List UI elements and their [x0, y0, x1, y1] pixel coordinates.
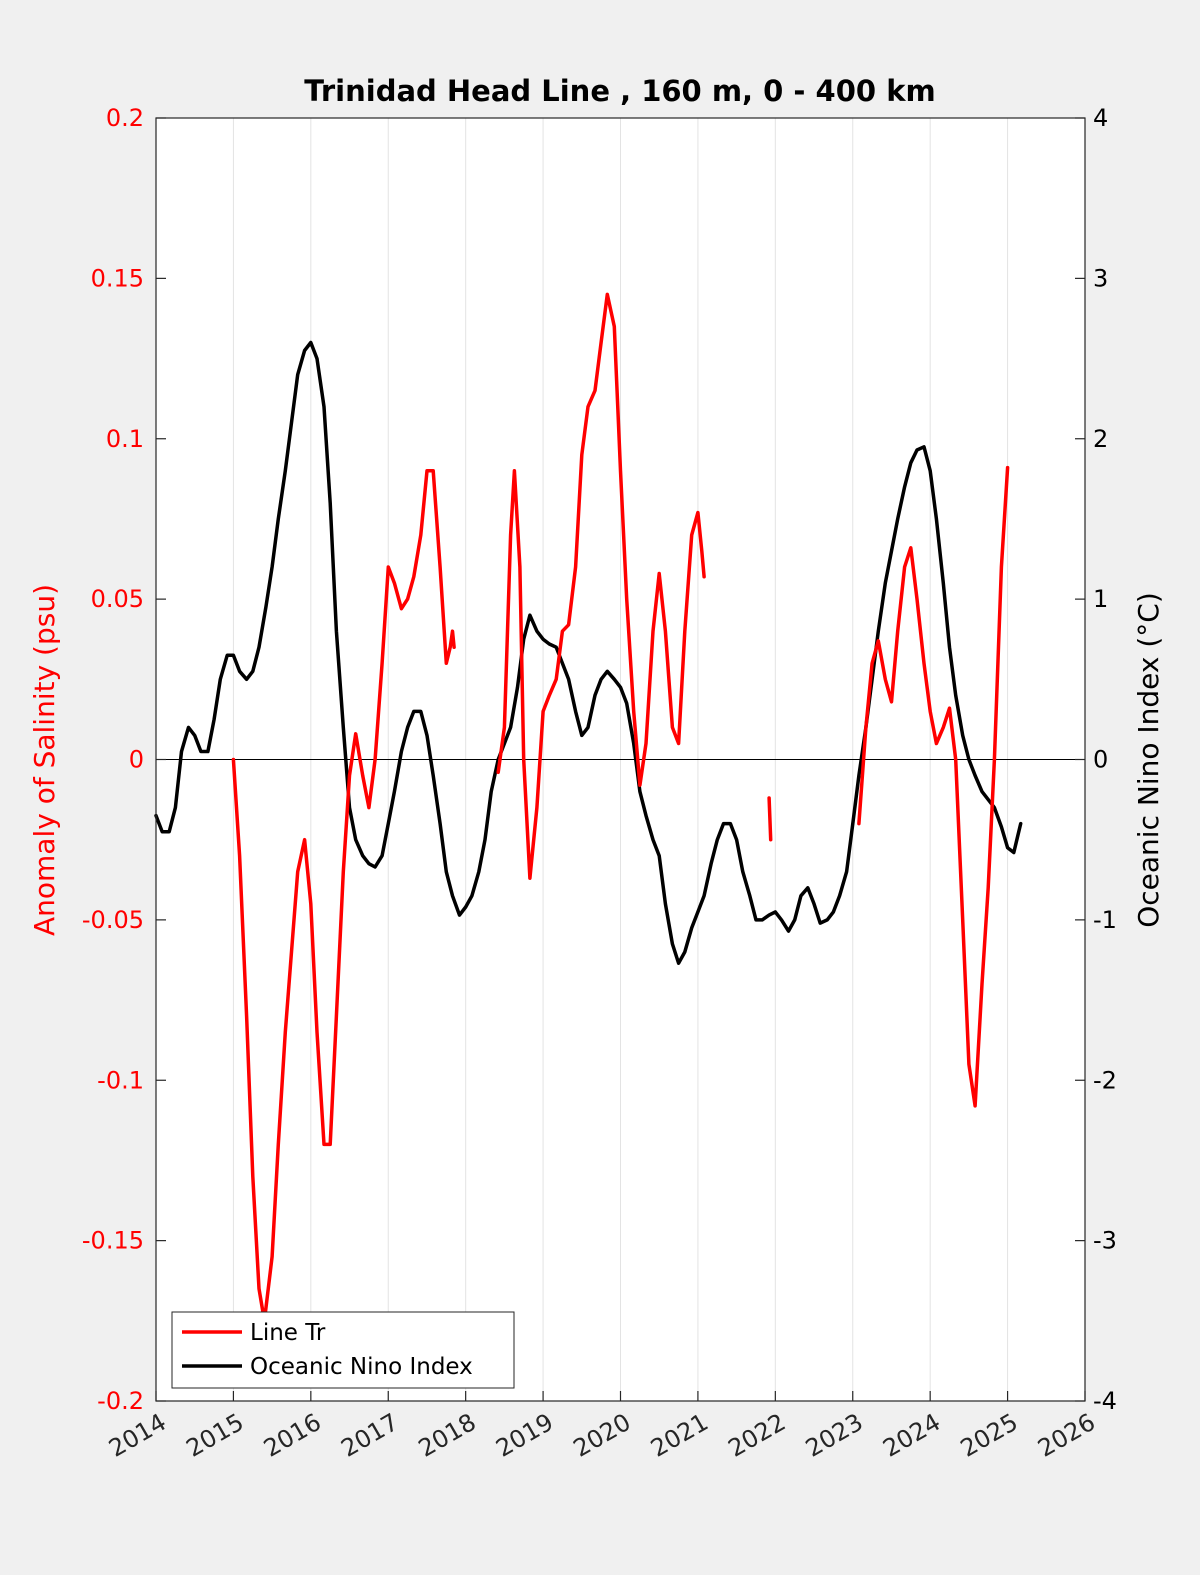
x-tick-label-2024: 2024	[878, 1408, 945, 1463]
x-tick-label-2016: 2016	[259, 1408, 326, 1463]
x-tick-label-2017: 2017	[336, 1408, 403, 1463]
legend: Line Tr Oceanic Nino Index	[171, 1311, 515, 1389]
series-line-tr-0	[231, 469, 456, 1323]
x-tick-label-2023: 2023	[801, 1408, 868, 1463]
x-tick-label-2020: 2020	[569, 1408, 636, 1463]
right-tick-label-6: -2	[1093, 1066, 1117, 1094]
series-line-tr-late	[857, 465, 1010, 1108]
series-layer	[154, 292, 1023, 1323]
x-tick-label-2015: 2015	[182, 1408, 249, 1463]
x-tick-label-2022: 2022	[723, 1408, 790, 1463]
x-tick-label-2014: 2014	[104, 1408, 171, 1463]
x-axis: 2014 2015 2016 2017 2018 2019 2020 2021 2022 2023…	[104, 1391, 1100, 1463]
x-tick-label-2021: 2021	[646, 1408, 713, 1463]
legend-box	[171, 1311, 515, 1389]
left-tick-label-7: -0.15	[82, 1227, 144, 1255]
series-line-tr-isolated-0	[767, 796, 773, 842]
legend-label-line-tr: Line Tr	[250, 1320, 326, 1346]
left-tick-label-3: 0.05	[91, 585, 144, 613]
left-tick-label-1: 0.15	[91, 264, 144, 292]
series-line-tr-1	[496, 292, 706, 880]
right-tick-label-4: 0	[1093, 746, 1108, 774]
x-tick-label-2019: 2019	[491, 1408, 558, 1463]
x-tick-label-2025: 2025	[956, 1408, 1023, 1463]
left-tick-label-5: -0.05	[82, 906, 144, 934]
right-tick-label-8: -4	[1093, 1387, 1117, 1415]
right-axis: 4 3 2 1 0 -1 -2 -3 -4	[1075, 104, 1117, 1415]
right-tick-label-3: 1	[1093, 585, 1108, 613]
chart-title: Trinidad Head Line , 160 m, 0 - 400 km	[304, 74, 935, 108]
right-tick-label-5: -1	[1093, 906, 1117, 934]
x-tick-label-2026: 2026	[1033, 1408, 1100, 1463]
left-tick-label-2: 0.1	[106, 425, 144, 453]
left-axis: 0.2 0.15 0.1 0.05 0 -0.05 -0.1 -0.15 -0.2	[82, 104, 166, 1415]
right-tick-label-0: 4	[1093, 104, 1108, 132]
right-axis-label: Oceanic Nino Index (°C)	[1132, 592, 1165, 928]
left-tick-label-0: 0.2	[106, 104, 144, 132]
left-tick-label-4: 0	[129, 746, 144, 774]
x-tick-label-2018: 2018	[414, 1408, 481, 1463]
right-tick-label-1: 3	[1093, 264, 1108, 292]
left-tick-label-6: -0.1	[97, 1066, 144, 1094]
legend-label-oni: Oceanic Nino Index	[250, 1354, 473, 1380]
right-tick-label-7: -3	[1093, 1227, 1117, 1255]
left-tick-label-8: -0.2	[97, 1387, 144, 1415]
right-tick-label-2: 2	[1093, 425, 1108, 453]
left-axis-label: Anomaly of Salinity (psu)	[28, 584, 61, 936]
